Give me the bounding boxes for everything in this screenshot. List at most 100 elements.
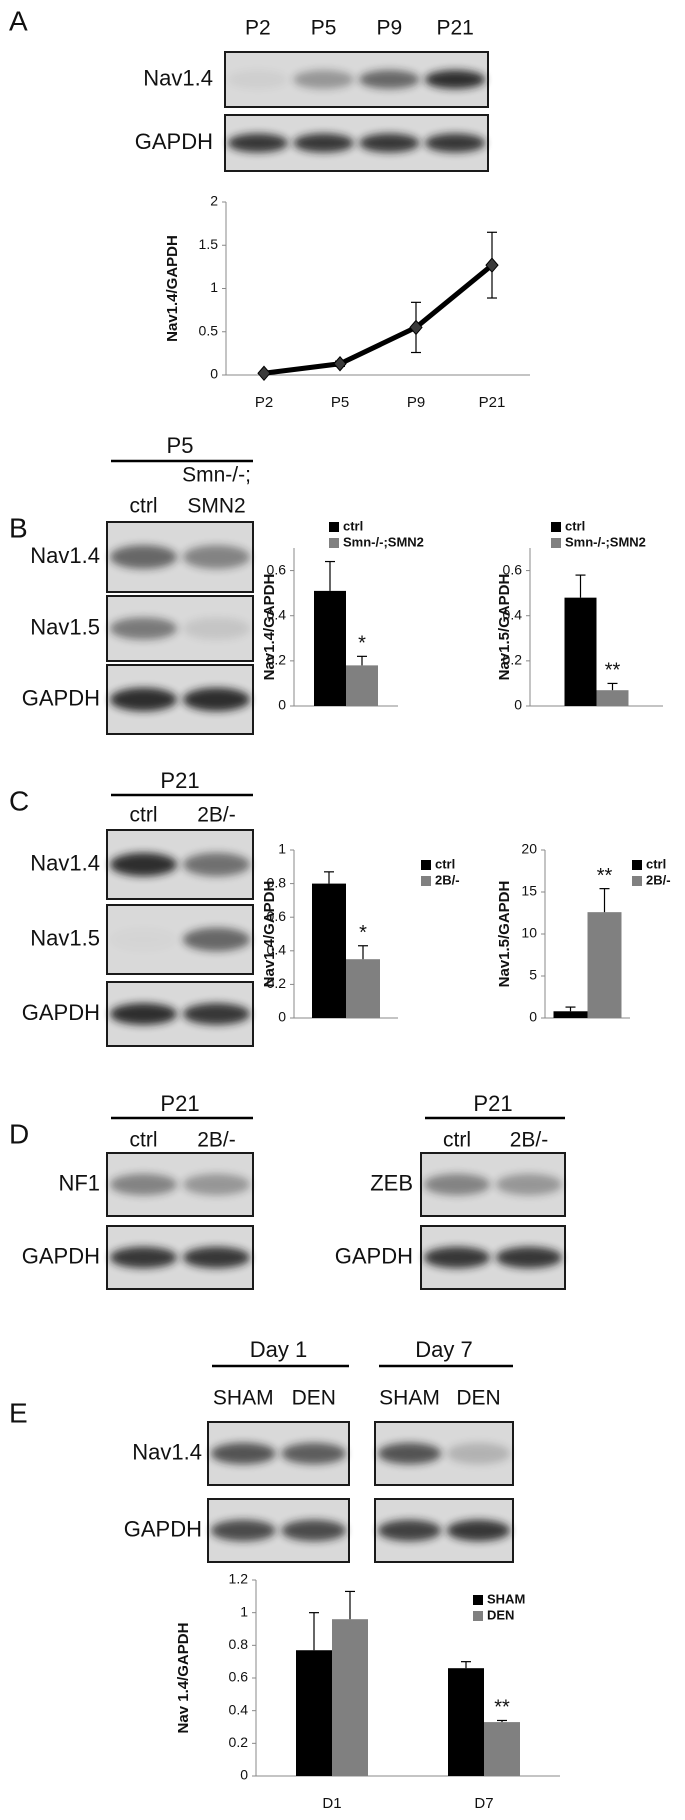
legend-label: SHAM (487, 1591, 525, 1606)
band (182, 1246, 251, 1269)
legend-swatch (329, 538, 339, 548)
group-label: P21 (160, 768, 199, 793)
row-label: Nav1.5 (30, 925, 100, 950)
y-axis-label: Nav1.5/GAPDH (496, 574, 513, 681)
group-label: P21 (473, 1091, 512, 1116)
lane-label: ctrl (130, 804, 158, 827)
row-label: GAPDH (22, 685, 100, 710)
y-tick-label: 0.2 (503, 652, 523, 668)
y-tick-label: 0 (278, 1009, 286, 1025)
legend-label: ctrl (435, 856, 455, 871)
band (182, 617, 251, 640)
y-tick-label: 0.6 (267, 908, 287, 924)
y-axis-label: Nav1.4/GAPDH (261, 881, 278, 988)
band (423, 1246, 491, 1269)
annotation: ** (494, 1697, 510, 1719)
y-tick-label: 0.8 (267, 874, 287, 890)
legend-swatch (473, 1611, 483, 1621)
y-tick-label: 15 (521, 883, 537, 899)
x-tick-label: P5 (331, 394, 349, 411)
row-label: ZEB (370, 1170, 413, 1195)
band (110, 928, 177, 951)
y-tick-label: 0.2 (229, 1734, 249, 1750)
y-tick-label: 0 (529, 1009, 537, 1025)
legend-swatch (421, 876, 431, 886)
legend-label: 2B/- (646, 872, 671, 887)
bar (587, 912, 622, 1018)
band (210, 1442, 276, 1465)
band (424, 133, 486, 153)
row-label: NF1 (58, 1170, 100, 1195)
y-tick-label: 1 (240, 1603, 248, 1619)
y-tick-label: 1 (278, 841, 286, 857)
row-label: Nav1.4 (132, 1439, 202, 1464)
band (446, 1519, 511, 1542)
lane-label: DEN (456, 1387, 500, 1410)
x-tick-label: D1 (322, 1795, 341, 1812)
band (424, 70, 486, 89)
group-label: Day 1 (250, 1337, 307, 1362)
band (109, 1246, 178, 1269)
y-tick-label: 0.4 (229, 1701, 249, 1717)
legend-swatch (551, 522, 561, 532)
legend-label: ctrl (565, 518, 585, 533)
row-label: Nav1.4 (30, 850, 100, 875)
y-tick-label: 1.2 (229, 1571, 249, 1587)
bar (596, 690, 629, 706)
marker (333, 355, 347, 372)
group-label: P21 (160, 1091, 199, 1116)
annotation: * (359, 922, 367, 944)
annotation: ** (605, 660, 621, 682)
line (263, 263, 494, 376)
lane-label: 2B/- (197, 1129, 236, 1152)
band (109, 1003, 178, 1025)
band (377, 1442, 442, 1465)
y-tick-label: 0 (210, 366, 218, 382)
row-label: GAPDH (135, 129, 213, 154)
lane-label: P2 (245, 17, 271, 40)
marker (409, 319, 423, 336)
y-axis-label: Nav1.4/GAPDH (261, 574, 278, 681)
legend-label: DEN (487, 1607, 514, 1622)
y-tick-label: 0.6 (503, 561, 523, 577)
legend-swatch (329, 522, 339, 532)
band (293, 70, 354, 89)
bar (314, 590, 346, 706)
y-tick-label: 0.6 (229, 1669, 249, 1685)
group-label: P5 (167, 433, 194, 458)
legend-label: Smn-/-;SMN2 (565, 534, 646, 549)
legend-label: ctrl (343, 518, 363, 533)
panel-letter: C (9, 785, 29, 816)
row-label: Nav1.4 (30, 543, 100, 568)
lane-label: 2B/- (510, 1129, 549, 1152)
lane-label: SHAM (213, 1387, 274, 1410)
bar (484, 1722, 520, 1776)
legend-label: Smn-/-;SMN2 (343, 534, 424, 549)
band (210, 1519, 276, 1542)
y-tick-label: 10 (521, 925, 537, 941)
row-label: GAPDH (124, 1516, 202, 1541)
lane-label: 2B/- (197, 804, 236, 827)
row-label: Nav1.5 (30, 614, 100, 639)
legend-swatch (473, 1595, 483, 1605)
row-label: Nav1.4 (143, 65, 213, 90)
lane-label: P21 (436, 17, 473, 40)
band (109, 687, 178, 712)
band (182, 687, 251, 712)
panel-letter: E (9, 1397, 28, 1428)
y-tick-label: 0.8 (229, 1636, 249, 1652)
y-tick-label: 0.2 (267, 975, 287, 991)
band (182, 927, 251, 952)
bar (312, 883, 346, 1018)
lane-label: P5 (311, 17, 337, 40)
lane-label: ctrl (130, 495, 158, 518)
marker (485, 257, 499, 273)
y-axis-label: Nav1.5/GAPDH (496, 881, 513, 988)
band (446, 1442, 511, 1465)
y-axis-label: Nav1.4/GAPDH (164, 235, 181, 342)
legend-label: 2B/- (435, 872, 460, 887)
annotation: * (358, 633, 366, 655)
y-tick-label: 0 (240, 1767, 248, 1783)
band (227, 133, 289, 153)
